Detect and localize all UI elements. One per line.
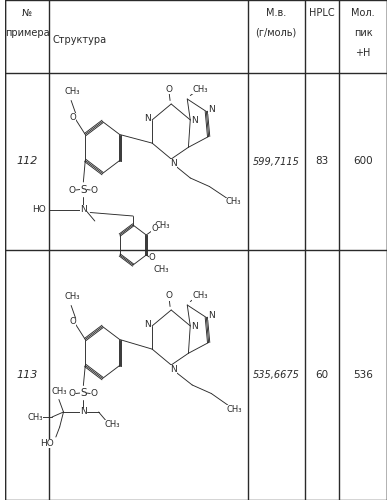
Text: 536: 536 — [353, 370, 373, 380]
Text: O: O — [69, 112, 76, 122]
Text: N: N — [80, 205, 87, 214]
Text: O: O — [166, 86, 173, 94]
Text: CH₃: CH₃ — [104, 420, 120, 429]
Text: O: O — [166, 292, 173, 300]
Text: 535,6675: 535,6675 — [253, 370, 300, 380]
Text: HO: HO — [41, 438, 54, 448]
Text: N: N — [170, 364, 177, 374]
Text: М.в.: М.в. — [266, 8, 286, 18]
Text: CH₃: CH₃ — [64, 87, 80, 96]
Text: N: N — [144, 320, 151, 329]
Text: O: O — [69, 318, 76, 326]
Text: O: O — [68, 186, 75, 195]
Text: HO: HO — [33, 204, 46, 214]
Text: N: N — [170, 158, 177, 168]
Text: CH₃: CH₃ — [64, 292, 80, 301]
Text: S: S — [80, 388, 87, 398]
Text: CH₃: CH₃ — [226, 198, 241, 206]
Text: N: N — [191, 116, 197, 125]
Text: 112: 112 — [16, 156, 38, 166]
Text: +Н: +Н — [355, 48, 371, 58]
Text: N: N — [144, 114, 151, 123]
Text: N: N — [208, 311, 215, 320]
Text: N: N — [208, 105, 215, 114]
Text: CH₃: CH₃ — [192, 292, 207, 300]
Text: Структура: Структура — [53, 35, 107, 45]
Text: O: O — [149, 253, 155, 262]
Text: O: O — [91, 186, 98, 195]
Text: CH₃: CH₃ — [192, 86, 207, 94]
Text: CH₃: CH₃ — [52, 386, 67, 396]
Text: примера: примера — [5, 28, 49, 38]
Text: O: O — [68, 390, 75, 398]
Text: Мол.: Мол. — [351, 8, 375, 18]
Text: CH₃: CH₃ — [226, 404, 242, 413]
Text: S: S — [80, 184, 87, 194]
Text: N: N — [80, 408, 87, 416]
Text: CH₃: CH₃ — [153, 264, 168, 274]
Text: 600: 600 — [353, 156, 373, 166]
Text: CH₃: CH₃ — [154, 222, 170, 230]
Text: 60: 60 — [315, 370, 329, 380]
Text: 599,7115: 599,7115 — [253, 156, 300, 166]
Text: №: № — [22, 8, 32, 18]
Text: 113: 113 — [16, 370, 38, 380]
Text: 83: 83 — [315, 156, 329, 166]
Text: пик: пик — [354, 28, 372, 38]
Text: N: N — [191, 322, 197, 331]
Text: HPLC: HPLC — [309, 8, 335, 18]
Text: (г/моль): (г/моль) — [256, 28, 297, 38]
Text: CH₃: CH₃ — [27, 414, 43, 422]
Text: O: O — [151, 224, 158, 233]
Text: O: O — [91, 390, 98, 398]
